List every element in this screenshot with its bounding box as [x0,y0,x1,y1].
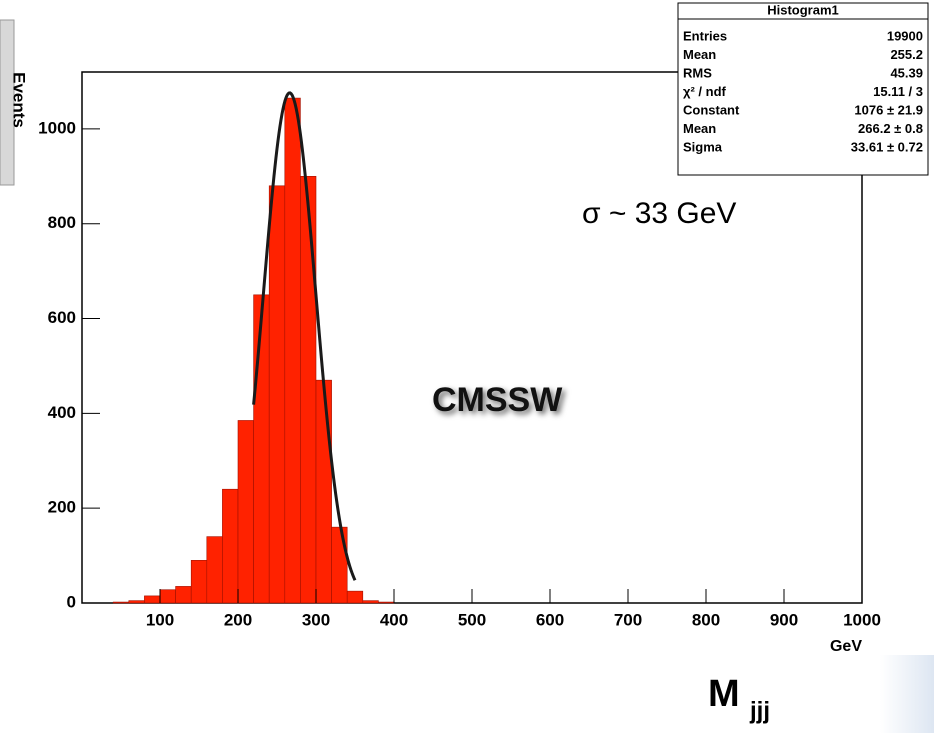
stats-label: Entries [683,28,727,43]
bar [315,379,332,604]
x-tick-label: 1000 [843,610,881,629]
bar [362,600,379,604]
bar [206,536,223,604]
x-tick-label: 900 [770,610,798,629]
bar [331,526,348,604]
stats-label: Mean [683,47,716,62]
bar [144,595,161,604]
x-tick-label: 300 [302,610,330,629]
quantity-subscript: jjj [749,697,770,724]
bar [300,176,317,604]
y-tick-label: 400 [48,403,76,422]
side-panel [0,19,15,186]
stats-label: Sigma [683,139,723,154]
stats-value: 255.2 [890,47,923,62]
stats-value: 33.61 ± 0.72 [851,139,923,154]
stats-value: 1076 ± 21.9 [854,102,923,117]
y-tick-label: 1000 [38,118,76,137]
y-tick-label: 200 [48,498,76,517]
bar [222,488,239,604]
x-axis-label: GeV [830,638,862,655]
bar [253,294,270,604]
stats-value: 19900 [887,28,923,43]
background-shade [880,655,934,733]
stats-value: 15.11 / 3 [873,84,923,99]
stats-title: Histogram1 [767,2,839,17]
annotation: σ ~ 33 GeV [582,197,736,230]
bar [284,97,301,604]
fit-curve [252,91,357,581]
bar [128,600,145,604]
stats-label: RMS [683,65,712,80]
y-tick-label: 600 [48,308,76,327]
bar [175,586,192,604]
bar [190,560,208,604]
x-tick-label: 800 [692,610,720,629]
bar [159,589,176,604]
stats-label: χ² / ndf [683,84,727,99]
stats-frame [677,2,929,176]
x-tick-label: 600 [536,610,564,629]
bar [346,590,364,604]
x-tick-label: 200 [224,610,252,629]
bar [112,601,130,604]
y-tick-label: 0 [67,592,76,611]
stats-value: 266.2 ± 0.8 [858,121,923,136]
bar [237,420,254,604]
x-tick-label: 500 [458,610,486,629]
stats-box: Histogram1 Entries 19900 Mean 255.2 RMS 45.39… [677,2,929,176]
stats-value: 45.39 [890,65,923,80]
bar [378,601,395,604]
y-axis-label: Events [10,72,29,128]
x-tick-label: 100 [146,610,174,629]
x-tick-label: 400 [380,610,408,629]
bar [268,185,286,604]
stats-label: Mean [683,121,716,136]
x-tick-label: 700 [614,610,642,629]
quantity-symbol: M [708,673,740,715]
stats-label: Constant [683,102,740,117]
y-tick-label: 800 [48,213,76,232]
annotation: CMSSW [432,381,563,419]
